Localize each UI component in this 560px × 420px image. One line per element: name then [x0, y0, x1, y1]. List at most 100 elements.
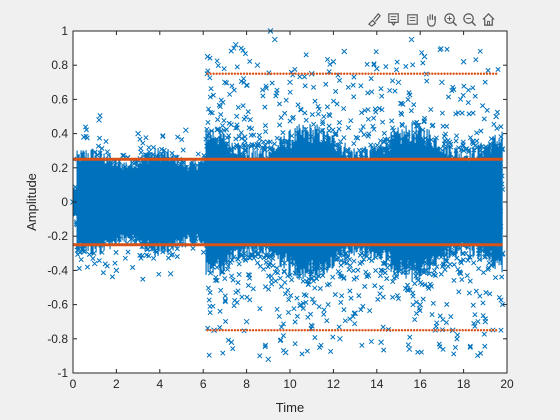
data-point	[79, 188, 86, 194]
data-point	[305, 260, 311, 266]
data-point	[234, 113, 240, 119]
data-point	[274, 90, 280, 96]
data-point	[254, 221, 260, 227]
threshold-dot	[327, 329, 331, 332]
data-point	[168, 196, 174, 202]
data-point	[397, 260, 404, 266]
data-point	[311, 142, 317, 148]
data-point	[290, 72, 296, 78]
data-point	[498, 297, 504, 303]
rotate-3d-button[interactable]	[404, 9, 421, 29]
x-tick-label: 0	[70, 377, 77, 391]
data-point	[144, 224, 150, 231]
data-point	[147, 213, 153, 219]
data-point	[84, 223, 90, 229]
data-point	[496, 294, 502, 301]
data-point	[414, 230, 420, 236]
data-point	[209, 226, 215, 232]
data-point	[412, 135, 418, 142]
data-point	[378, 339, 384, 346]
threshold-dot	[288, 329, 291, 332]
data-point	[395, 296, 402, 302]
data-point	[314, 201, 320, 207]
data-point	[486, 212, 492, 219]
threshold-dot	[397, 329, 401, 332]
zoom-out-button[interactable]	[461, 9, 478, 29]
data-point	[395, 79, 402, 86]
data-point	[442, 131, 449, 137]
data-point	[233, 136, 239, 142]
data-point	[466, 111, 472, 117]
data-point	[422, 259, 428, 265]
data-point	[441, 171, 447, 177]
data-point	[484, 107, 490, 113]
data-point	[413, 143, 419, 149]
data-point	[91, 180, 97, 186]
data-point	[364, 177, 370, 183]
data-point	[282, 349, 289, 356]
threshold-dot	[355, 329, 358, 332]
data-point	[207, 109, 214, 116]
brush-button[interactable]	[366, 9, 383, 29]
data-point	[385, 205, 391, 211]
threshold-dot	[330, 329, 334, 332]
data-point	[326, 111, 332, 117]
data-point	[97, 179, 103, 185]
data-point	[295, 151, 302, 158]
data-point	[452, 160, 458, 166]
data-point	[477, 148, 484, 154]
data-point	[133, 196, 139, 202]
data-point	[439, 182, 445, 188]
data-point	[396, 265, 402, 271]
data-point	[232, 297, 238, 304]
zoom-in-button[interactable]	[442, 9, 459, 29]
data-point	[336, 145, 342, 151]
threshold-dot	[494, 329, 498, 332]
data-point	[478, 222, 484, 228]
data-point	[248, 208, 254, 215]
threshold-dot	[321, 329, 325, 332]
data-point	[213, 167, 219, 173]
threshold-dot	[239, 72, 243, 75]
data-point	[451, 262, 457, 268]
data-point	[311, 230, 318, 236]
threshold-dot	[270, 329, 273, 332]
data-point	[365, 90, 371, 96]
data-point	[199, 228, 205, 234]
threshold-dot	[376, 329, 379, 332]
data-point	[289, 133, 295, 139]
threshold-dot	[288, 72, 291, 75]
data-point	[305, 219, 311, 225]
data-point	[457, 177, 463, 183]
data-point	[383, 183, 389, 189]
data-point	[498, 223, 504, 230]
threshold-dot	[391, 72, 395, 75]
data-point	[427, 145, 433, 151]
data-point	[278, 337, 284, 343]
data-point	[294, 295, 300, 301]
threshold-dot	[224, 329, 227, 332]
home-button[interactable]	[480, 9, 497, 29]
data-point	[202, 204, 208, 210]
pan-button[interactable]	[423, 9, 440, 29]
data-tips-button[interactable]	[385, 9, 402, 29]
data-point	[387, 254, 393, 260]
data-point	[237, 252, 243, 258]
data-point	[353, 134, 359, 141]
data-point	[79, 202, 85, 208]
threshold-dot	[473, 329, 477, 332]
data-point	[390, 148, 396, 154]
data-point	[351, 141, 357, 147]
data-point	[415, 171, 421, 177]
threshold-dot	[215, 72, 218, 75]
data-point	[490, 181, 496, 187]
data-point	[285, 287, 291, 293]
threshold-dot	[367, 329, 370, 332]
data-point	[218, 111, 224, 118]
data-point	[310, 161, 316, 167]
data-point	[295, 102, 301, 108]
data-point	[313, 147, 319, 154]
data-point	[294, 251, 301, 257]
data-point	[436, 221, 442, 227]
data-point	[407, 92, 413, 98]
